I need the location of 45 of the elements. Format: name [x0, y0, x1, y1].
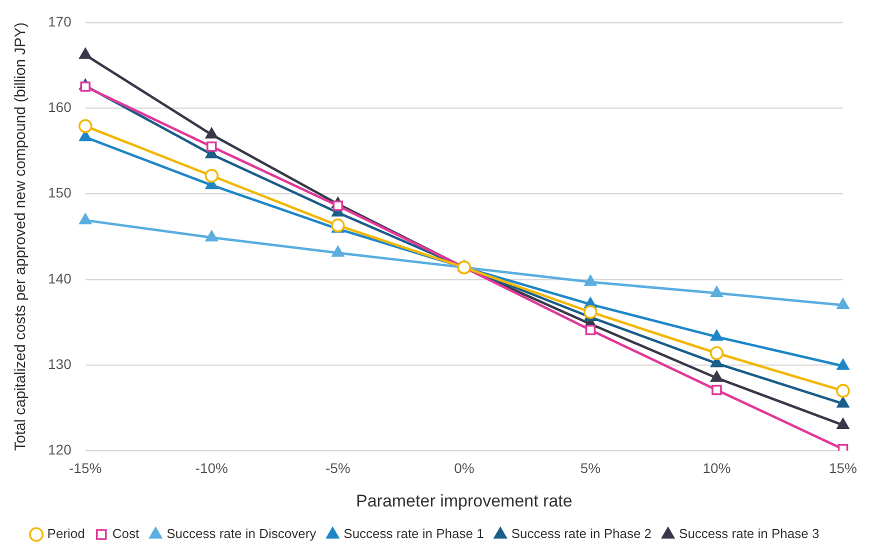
x-axis-title: Parameter improvement rate — [356, 491, 572, 510]
point — [710, 346, 724, 360]
point — [836, 359, 850, 370]
x-tick-label: 10% — [702, 460, 731, 476]
point — [585, 324, 596, 336]
legend-label: Success rate in Phase 2 — [511, 526, 652, 542]
x-tick-label: 5% — [580, 460, 601, 476]
y-axis-title: Total capitalized costs per approved new compound (billion JPY) — [12, 22, 30, 451]
legend-label: Success rate in Discovery — [166, 526, 317, 542]
point — [206, 230, 218, 242]
point — [206, 141, 217, 152]
legend-label: Cost — [112, 526, 140, 542]
point — [206, 128, 218, 139]
y-tick-label: 170 — [48, 13, 72, 30]
point — [710, 330, 723, 341]
point — [78, 119, 92, 133]
point — [79, 213, 92, 224]
point — [332, 200, 344, 211]
legend-label: Period — [47, 526, 85, 542]
point — [204, 168, 219, 183]
y-tick-label: 140 — [48, 270, 72, 286]
point — [584, 275, 597, 286]
point — [710, 371, 723, 382]
point — [331, 218, 345, 232]
point — [584, 305, 598, 319]
point — [80, 82, 90, 92]
legend-label: Success rate in Phase 1 — [344, 526, 484, 542]
point — [712, 384, 722, 396]
x-tick-label: 15% — [828, 460, 858, 476]
point — [332, 246, 344, 257]
y-tick-label: 150 — [48, 184, 72, 201]
x-tick-label: -15% — [69, 460, 102, 476]
point — [710, 286, 723, 298]
point — [836, 418, 850, 429]
point — [836, 298, 850, 310]
x-tick-label: -10% — [195, 460, 228, 476]
y-tick-label: 120 — [48, 442, 72, 458]
point — [836, 396, 850, 408]
y-tick-label: 130 — [48, 356, 72, 372]
x-tick-label: -5% — [325, 460, 350, 476]
y-tick-label: 160 — [48, 98, 72, 115]
x-tick-label: 0% — [454, 460, 474, 476]
legend-label: Success rate in Phase 3 — [679, 526, 820, 542]
point — [79, 48, 92, 59]
point — [836, 384, 850, 398]
